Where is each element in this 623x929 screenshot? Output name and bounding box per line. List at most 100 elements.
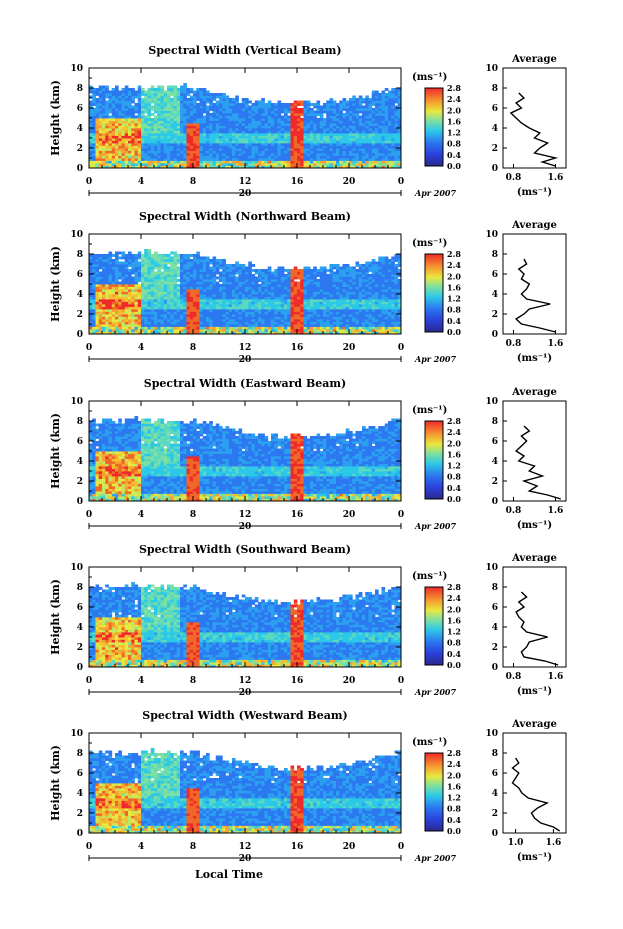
- heatmap-cell: [151, 118, 155, 121]
- heatmap-cell: [213, 121, 217, 124]
- heatmap-cell: [239, 136, 243, 139]
- heatmap-cell: [281, 153, 285, 156]
- heatmap-cell: [385, 98, 389, 101]
- heatmap-cell: [200, 329, 204, 332]
- heatmap-cell: [109, 262, 113, 265]
- heatmap-cell: [164, 161, 168, 164]
- heatmap-cell: [216, 287, 220, 290]
- heatmap-cell: [102, 163, 106, 166]
- heatmap-cell: [304, 294, 308, 297]
- heatmap-cell: [219, 153, 223, 156]
- heatmap-cell: [248, 111, 252, 114]
- heatmap-cell: [226, 302, 230, 305]
- heatmap-cell: [125, 148, 129, 151]
- heatmap-cell: [330, 163, 334, 166]
- heatmap-cell: [170, 317, 174, 320]
- heatmap-cell: [235, 123, 239, 126]
- heatmap-cell: [300, 299, 304, 302]
- heatmap-cell: [209, 277, 213, 280]
- heatmap-cell: [375, 133, 379, 136]
- heatmap-cell: [216, 309, 220, 312]
- heatmap-cell: [115, 111, 119, 114]
- heatmap-cell: [99, 161, 103, 164]
- heatmap-cell: [125, 254, 129, 257]
- heatmap-cell: [135, 262, 139, 265]
- heatmap-cell: [320, 126, 324, 129]
- heatmap-cell: [229, 143, 233, 146]
- heatmap-cell: [148, 282, 152, 285]
- heatmap-cell: [125, 264, 129, 267]
- heatmap-cell: [125, 284, 129, 287]
- heatmap-cell: [252, 151, 256, 154]
- heatmap-cell: [313, 277, 317, 280]
- heatmap-cell: [180, 126, 184, 129]
- heatmap-cell: [382, 128, 386, 131]
- heatmap-cell: [112, 161, 116, 164]
- heatmap-cell: [213, 262, 217, 265]
- heatmap-cell: [261, 309, 265, 312]
- heatmap-cell: [200, 148, 204, 151]
- heatmap-cell: [385, 136, 389, 139]
- heatmap-cell: [333, 108, 337, 111]
- heatmap-cell: [226, 274, 230, 277]
- heatmap-cell: [235, 297, 239, 300]
- heatmap-cell: [128, 116, 132, 119]
- heatmap-cell: [138, 96, 142, 99]
- heatmap-cell: [365, 161, 369, 164]
- heatmap-cell: [294, 116, 298, 119]
- heatmap-cell: [213, 307, 217, 310]
- heatmap-cell: [213, 259, 217, 262]
- heatmap-cell: [313, 138, 317, 141]
- heatmap-cell: [219, 329, 223, 332]
- heatmap-cell: [255, 299, 259, 302]
- heatmap-cell: [265, 324, 269, 327]
- heatmap-cell: [229, 106, 233, 109]
- heatmap-cell: [157, 264, 161, 267]
- heatmap-cell: [138, 324, 142, 327]
- heatmap-cell: [391, 106, 395, 109]
- heatmap-cell: [294, 113, 298, 116]
- heatmap-cell: [164, 262, 168, 265]
- heatmap-cell: [388, 123, 392, 126]
- heatmap-cell: [372, 136, 376, 139]
- colorbar-tick-label: 2.8: [447, 83, 461, 93]
- heatmap-cell: [213, 158, 217, 161]
- heatmap-cell: [193, 156, 197, 159]
- heatmap-cell: [294, 277, 298, 280]
- heatmap-cell: [226, 131, 230, 134]
- heatmap-cell: [144, 277, 148, 280]
- heatmap-cell: [369, 143, 373, 146]
- heatmap-cell: [339, 126, 343, 129]
- heatmap-cell: [291, 136, 295, 139]
- heatmap-cell: [310, 143, 314, 146]
- heatmap-cell: [339, 133, 343, 136]
- heatmap-cell: [89, 141, 93, 144]
- heatmap-cell: [278, 126, 282, 129]
- heatmap-cell: [190, 259, 194, 262]
- heatmap-cell: [115, 131, 119, 134]
- heatmap-cell: [307, 121, 311, 124]
- heatmap-cell: [333, 103, 337, 106]
- heatmap-cell: [278, 106, 282, 109]
- heatmap-cell: [226, 153, 230, 156]
- heatmap-cell: [138, 161, 142, 164]
- heatmap-cell: [125, 103, 129, 106]
- heatmap-cell: [391, 146, 395, 149]
- heatmap-cell: [239, 324, 243, 327]
- heatmap-cell: [235, 151, 239, 154]
- heatmap-cell: [307, 138, 311, 141]
- heatmap-cell: [255, 279, 259, 282]
- heatmap-cell: [336, 161, 340, 164]
- heatmap-cell: [317, 317, 321, 320]
- heatmap-cell: [333, 118, 337, 121]
- heatmap-cell: [294, 282, 298, 285]
- heatmap-cell: [352, 151, 356, 154]
- heatmap-cell: [330, 116, 334, 119]
- heatmap-cell: [284, 324, 288, 327]
- heatmap-cell: [291, 289, 295, 292]
- heatmap-cell: [102, 264, 106, 267]
- heatmap-cell: [154, 274, 158, 277]
- heatmap-cell: [245, 272, 249, 275]
- heatmap-cell: [164, 113, 168, 116]
- heatmap-cell: [193, 133, 197, 136]
